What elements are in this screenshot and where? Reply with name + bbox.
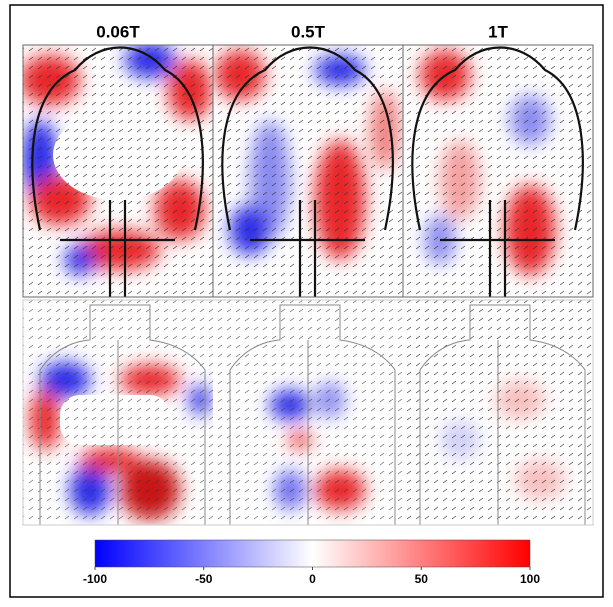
column-title: 1T [488, 22, 508, 41]
colorbar-tick-label: 0 [309, 572, 316, 586]
colorbar [95, 540, 530, 567]
colorbar-tick-label: -50 [195, 572, 213, 586]
panel [213, 300, 403, 525]
panel [403, 45, 593, 297]
colorbar-tick-label: -100 [83, 572, 107, 586]
figure: 0.06T 0.5T 1T [0, 0, 613, 602]
column-title: 0.5T [291, 22, 326, 41]
panel [23, 300, 213, 525]
panel [213, 45, 403, 297]
colorbar-tick-label: 100 [520, 572, 540, 586]
panel [403, 300, 593, 525]
colorbar-tick-label: 50 [415, 572, 429, 586]
column-title: 0.06T [96, 22, 140, 41]
panel [20, 42, 213, 297]
